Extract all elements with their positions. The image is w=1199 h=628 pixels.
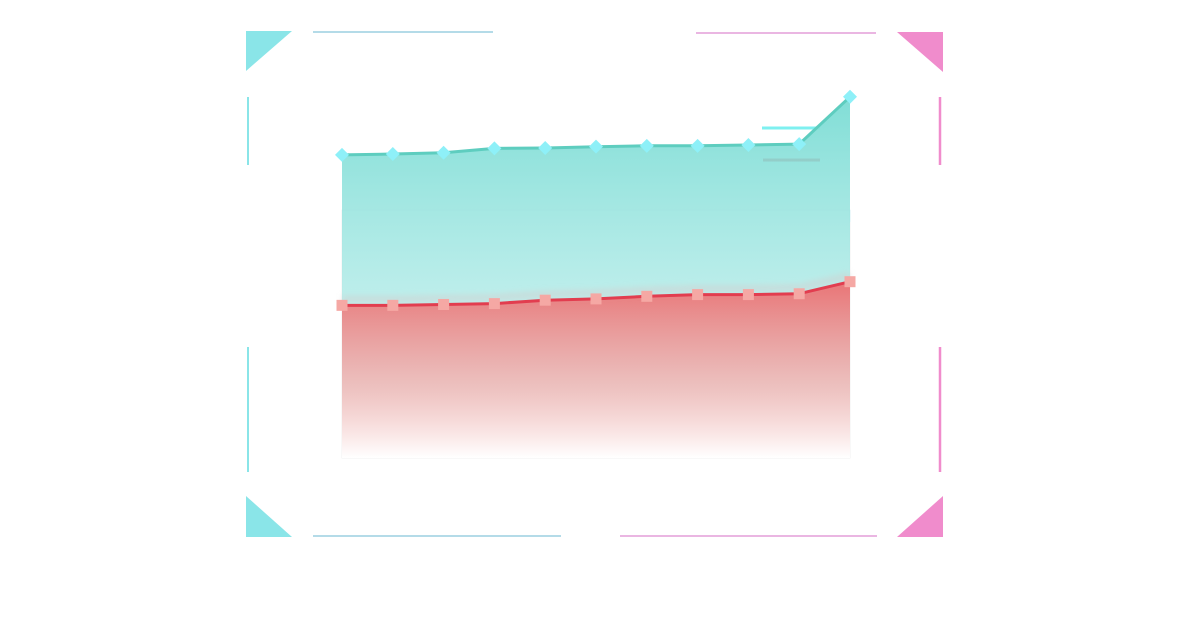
series-a-point-7 [639, 138, 654, 153]
frame-decoration [246, 31, 943, 537]
series-a-point-5 [538, 140, 553, 155]
series-b-point-10 [793, 288, 805, 300]
series-a-point-3 [436, 145, 451, 160]
series-b-point-2 [387, 299, 399, 311]
series-a-point-9 [741, 137, 756, 152]
series-b-point-8 [692, 289, 704, 301]
series-a-point-11 [843, 89, 857, 104]
series-layer [335, 89, 857, 459]
series-b-point-11 [844, 276, 856, 288]
series-a-point-8 [690, 138, 705, 153]
series-b-point-5 [539, 294, 551, 306]
area-fill-series-b [342, 281, 850, 458]
series-b-point-7 [641, 290, 653, 302]
frame-corner-top-left [246, 31, 292, 71]
series-a-point-6 [589, 139, 603, 154]
series-b-point-1 [336, 299, 348, 311]
series-b-point-4 [488, 298, 500, 310]
series-a-point-1 [335, 147, 349, 162]
frame-corner-bottom-right [897, 496, 943, 537]
frame-corner-bottom-left [246, 496, 292, 537]
series-b-shadow [342, 272, 851, 303]
frame-corner-top-right [897, 32, 943, 72]
series-a-point-10 [792, 137, 807, 152]
series-b-point-6 [590, 293, 602, 305]
series-a-point-2 [385, 146, 400, 161]
series-b-point-9 [742, 289, 754, 301]
series-a-point-4 [487, 141, 502, 156]
series-b-point-3 [438, 298, 450, 310]
